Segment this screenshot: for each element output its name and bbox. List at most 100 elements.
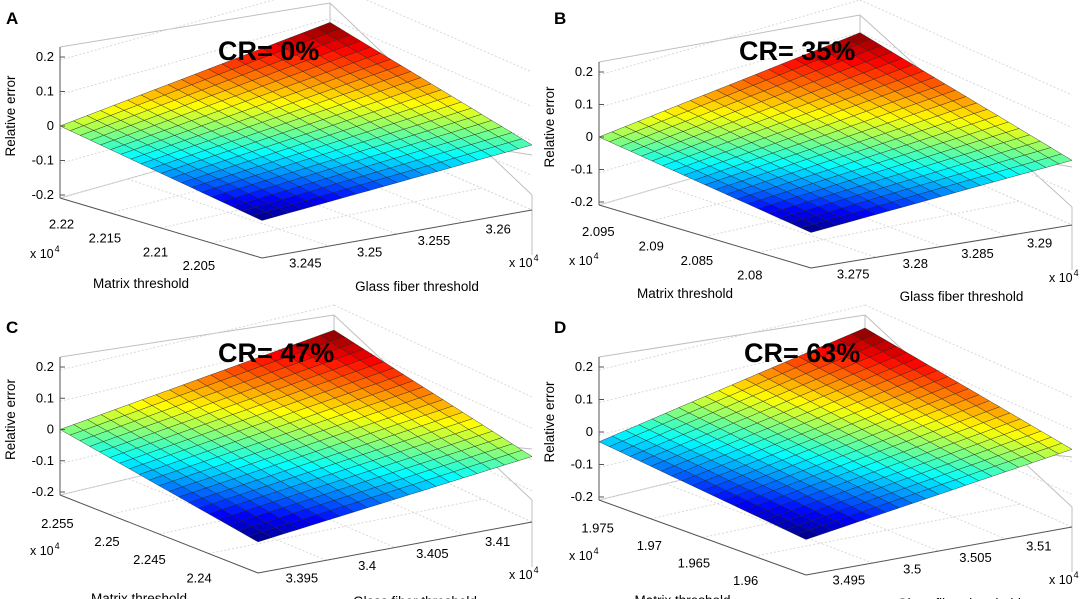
z-tick-label: 0.1 <box>36 84 54 99</box>
y-tick-label: 2.22 <box>49 216 74 231</box>
floor-gridline <box>127 178 330 247</box>
y-scale-label: x 104 <box>30 244 60 261</box>
x-tick-label: 3.245 <box>289 256 322 271</box>
x-tick-label: 3.275 <box>837 266 870 281</box>
y-axis-label: Matrix threshold <box>93 276 189 291</box>
box-edge <box>59 314 335 358</box>
x-tick-label: 3.51 <box>1026 538 1051 553</box>
z-tick-label: 0 <box>47 422 54 437</box>
z-gridline <box>59 18 331 95</box>
y-tick-label: 2.215 <box>89 230 122 245</box>
x-scale-label-base: x 10 <box>509 568 533 582</box>
x-scale-label-base: x 10 <box>1049 271 1073 285</box>
floor-gridline <box>754 503 1021 557</box>
y-axis-line <box>598 204 812 269</box>
y-scale-label-base: x 10 <box>30 247 54 261</box>
x-scale-label-base: x 10 <box>1049 573 1073 587</box>
y-scale-label: x 104 <box>30 541 60 558</box>
y-tick-label: 2.245 <box>133 552 166 567</box>
panel-title-B: CR= 35% <box>739 36 855 66</box>
z-tick-label: 0.2 <box>36 49 54 64</box>
y-scale-label-exponent: 4 <box>55 541 60 551</box>
y-scale-label: x 104 <box>569 251 599 268</box>
y-tick-label: 2.25 <box>94 534 119 549</box>
z-gridline <box>598 97 861 173</box>
x-tick-label: 3.26 <box>486 221 511 236</box>
y-tick-label: 2.085 <box>681 253 714 268</box>
z-tick-label: 0 <box>47 118 54 133</box>
x-tick-label: 3.5 <box>903 561 921 576</box>
x-tick-label: 3.495 <box>833 573 866 588</box>
z-tick-label: 0 <box>586 424 593 439</box>
floor-gridline <box>211 187 482 244</box>
z-axis-label: Relative error <box>542 381 557 463</box>
y-tick-label: 1.96 <box>733 573 758 588</box>
x-scale-label-exponent: 4 <box>534 253 539 263</box>
panel-A: 0.2 0.1 0 -0.1 -0.2 2.22 2.215 2.21 2.205 3.245 3.… <box>3 0 539 294</box>
y-axis-label: Matrix threshold <box>637 286 733 301</box>
floor-gridline <box>598 129 861 206</box>
x-axis-line <box>261 209 533 259</box>
z-gridline <box>329 18 533 107</box>
x-tick-label: 3.395 <box>286 570 319 585</box>
z-tick-label: -0.1 <box>32 153 54 168</box>
z-gridline <box>864 304 1073 398</box>
z-tick-label: 0.1 <box>575 97 593 112</box>
x-tick-label: 3.25 <box>357 244 382 259</box>
z-gridline <box>859 0 1073 96</box>
y-scale-label-exponent: 4 <box>594 546 599 556</box>
surface-cell <box>846 32 872 45</box>
x-tick-label: 3.28 <box>903 256 928 271</box>
y-axis-line <box>59 494 259 574</box>
y-tick-label: 2.095 <box>582 224 615 239</box>
surface-C <box>59 329 533 543</box>
z-axis-label: Relative error <box>542 86 557 168</box>
x-axis-label: Glass fiber threshold <box>353 594 477 599</box>
y-axis-label: Matrix threshold <box>91 591 187 599</box>
z-axis-label: Relative error <box>3 75 18 157</box>
panel-letter-D: D <box>554 318 566 337</box>
y-scale-label-base: x 10 <box>569 254 593 268</box>
z-gridline <box>859 32 1073 128</box>
y-tick-label: 1.97 <box>637 538 662 553</box>
panel-D: 0.2 0.1 0 -0.1 -0.2 1.975 1.97 1.965 1.96 3.495 3.… <box>542 304 1079 599</box>
floor-gridline <box>665 483 873 564</box>
z-tick-label: 0.1 <box>575 392 593 407</box>
y-tick-label: 2.24 <box>186 570 211 585</box>
z-tick-label: 0.2 <box>575 359 593 374</box>
y-scale-label-exponent: 4 <box>594 251 599 261</box>
surface-A <box>59 22 533 221</box>
x-scale-label: x 104 <box>509 253 539 270</box>
y-tick-label: 2.09 <box>639 238 664 253</box>
z-tick-label: 0 <box>586 129 593 144</box>
x-tick-label: 3.405 <box>416 546 449 561</box>
x-tick-label: 3.29 <box>1027 236 1052 251</box>
box-edge <box>59 2 331 48</box>
y-scale-label-base: x 10 <box>30 544 54 558</box>
z-gridline <box>59 304 335 371</box>
floor-gridline <box>757 200 1020 253</box>
z-gridline <box>59 0 276 61</box>
x-scale-label: x 104 <box>1049 570 1079 587</box>
y-axis-line <box>598 499 807 576</box>
z-gridline <box>598 304 866 371</box>
x-tick-label: 3.285 <box>961 246 994 261</box>
x-axis-line <box>257 521 533 574</box>
x-tick-label: 3.4 <box>358 558 376 573</box>
panel-title-C: CR= 47% <box>218 338 334 368</box>
floor-gridline <box>702 480 969 538</box>
x-scale-label-base: x 10 <box>509 256 533 270</box>
y-tick-label: 1.975 <box>581 520 614 535</box>
z-tick-label: -0.2 <box>571 489 593 504</box>
z-tick-label: 0.2 <box>575 64 593 79</box>
z-tick-label: -0.2 <box>32 187 54 202</box>
y-scale-label-base: x 10 <box>569 549 593 563</box>
y-scale-label: x 104 <box>569 546 599 563</box>
panel-title-D: CR= 63% <box>744 338 860 368</box>
z-tick-label: 0.1 <box>36 390 54 405</box>
surface-D <box>598 327 1073 540</box>
surface-cell <box>851 327 876 340</box>
y-axis-line <box>59 197 263 259</box>
x-axis-line <box>805 526 1073 576</box>
